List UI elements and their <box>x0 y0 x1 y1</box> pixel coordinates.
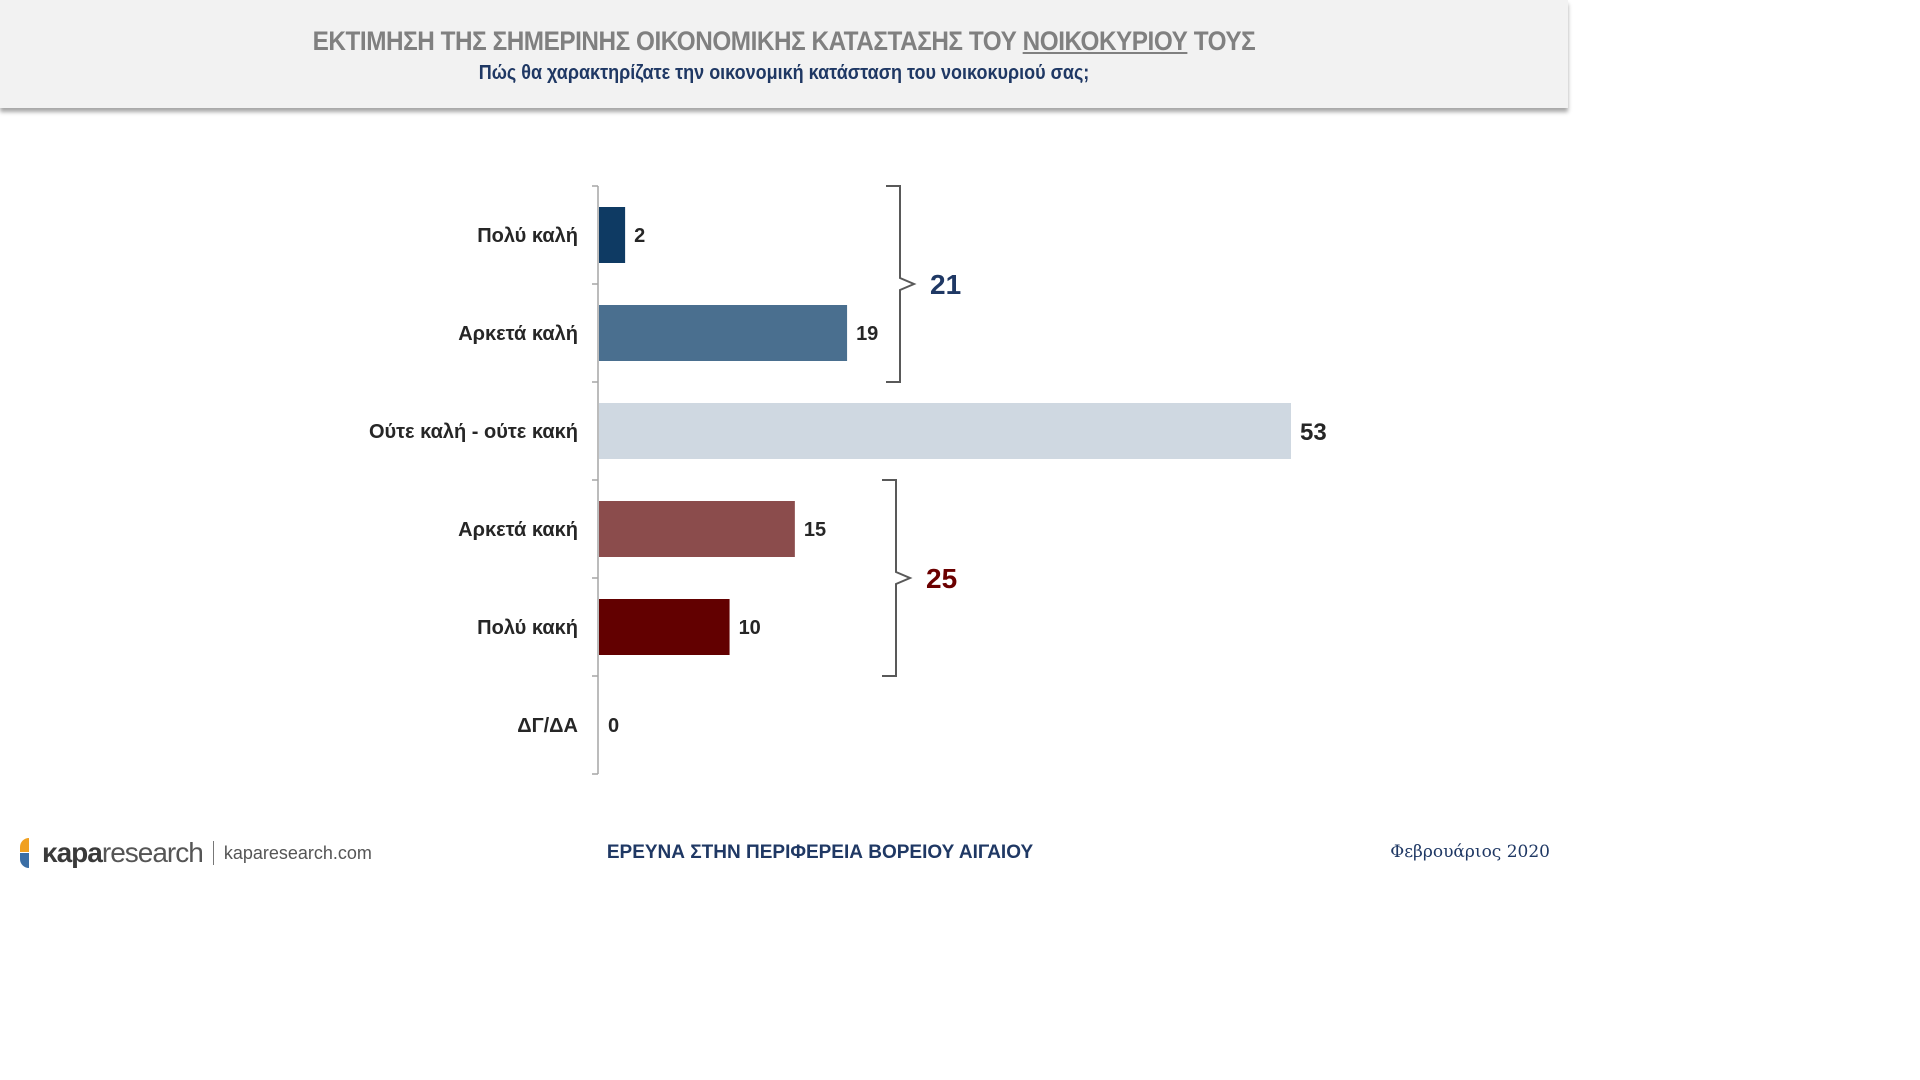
data-label: 15 <box>804 519 826 541</box>
page-title: ΕΚΤΙΜΗΣΗ ΤΗΣ ΣΗΜΕΡΙΝΗΣ ΟΙΚΟΝΟΜΙΚΗΣ ΚΑΤΑΣ… <box>78 26 1489 57</box>
logo-mark-icon <box>20 838 38 868</box>
data-label: 19 <box>856 323 878 345</box>
data-label: 2 <box>634 225 645 247</box>
group-bracket <box>882 479 913 677</box>
category-label: Πολύ κακή <box>477 617 578 639</box>
page-subtitle: Πώς θα χαρακτηρίζατε την οικονομική κατά… <box>478 62 1090 84</box>
logo-url: kaparesearch.com <box>223 842 372 863</box>
category-label: Πολύ καλή <box>477 225 578 247</box>
group-total-label: 21 <box>930 269 961 300</box>
kapa-research-logo: κaparesearch kaparesearch.com <box>20 836 372 870</box>
group-bracket <box>886 185 917 383</box>
bar-5 <box>599 599 730 655</box>
bar-chart: Πολύ καλή 2 Αρκετά καλή 19 Ούτε καλή - ούτε … <box>369 185 1327 775</box>
data-label: 0 <box>608 715 619 737</box>
data-label: 10 <box>739 617 761 639</box>
category-label: Αρκετά καλή <box>458 323 578 345</box>
category-label: ΔΓ/ΔΑ <box>517 715 578 737</box>
header-band: ΕΚΤΙΜΗΣΗ ΤΗΣ ΣΗΜΕΡΙΝΗΣ ΟΙΚΟΝΟΜΙΚΗΣ ΚΑΤΑΣ… <box>0 0 1568 108</box>
category-label: Αρκετά κακή <box>458 519 578 541</box>
survey-date: Φεβρουάριος 2020 <box>1390 842 1550 862</box>
logo-brand: κaparesearch <box>42 837 204 868</box>
bar-2 <box>599 305 848 361</box>
title-text: ΕΚΤΙΜΗΣΗ ΤΗΣ ΣΗΜΕΡΙΝΗΣ ΟΙΚΟΝΟΜΙΚΗΣ ΚΑΤΑΣ… <box>312 26 1023 56</box>
title-underlined: ΝΟΙΚΟΚΥΡΙΟΥ <box>1022 26 1188 56</box>
bar-1 <box>599 207 626 263</box>
bar-4 <box>599 501 795 557</box>
survey-region-label: ΕΡΕΥΝΑ ΣΤΗΝ ΠΕΡΙΦΕΡΕΙΑ ΒΟΡΕΙΟΥ ΑΙΓΑΙΟΥ <box>606 842 1034 863</box>
title-text-end: ΤΟΥΣ <box>1187 26 1256 56</box>
group-total-label: 25 <box>926 563 957 594</box>
data-label: 53 <box>1300 419 1327 446</box>
bar-3 <box>599 403 1291 459</box>
category-label: Ούτε καλή - ούτε κακή <box>369 421 578 443</box>
logo-separator <box>212 841 214 865</box>
